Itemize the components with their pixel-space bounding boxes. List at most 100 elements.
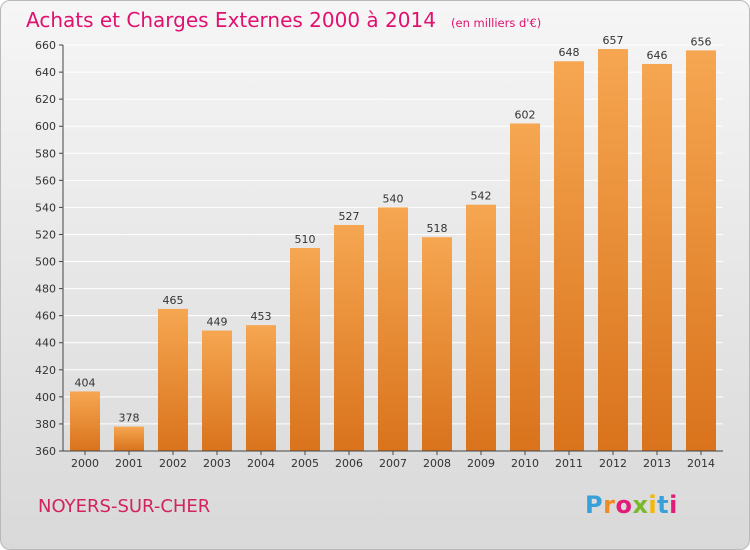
x-tick: 2004	[247, 457, 275, 470]
x-tick: 2013	[643, 457, 671, 470]
proxiti-logo: Proxiti	[585, 491, 678, 519]
y-tick: 380	[35, 418, 56, 431]
data-label-2006: 527	[339, 210, 360, 223]
bar-2004	[246, 325, 276, 451]
y-tick: 400	[35, 391, 56, 404]
data-label-2014: 656	[691, 35, 712, 48]
data-label-2004: 453	[251, 310, 272, 323]
y-tick: 500	[35, 256, 56, 269]
axes: 360 380 400 420 440 460 480 500 520 540 560 580 600 6…	[35, 39, 723, 470]
bar-2005	[290, 248, 320, 451]
y-tick-label: 420	[35, 364, 56, 377]
x-tick-label: 2002	[159, 457, 187, 470]
x-tick-label: 2005	[291, 457, 319, 470]
logo-letter: i	[648, 491, 658, 519]
x-tick-label: 2003	[203, 457, 231, 470]
y-tick-label: 560	[35, 174, 56, 187]
data-label-2003: 449	[207, 316, 228, 329]
bar-2002	[158, 308, 188, 451]
data-label-2010: 602	[515, 108, 536, 121]
y-tick-label: 440	[35, 337, 56, 350]
bar-2009	[466, 204, 496, 451]
y-tick: 360	[35, 445, 56, 458]
bar-2008	[422, 237, 452, 451]
y-tick-label: 600	[35, 120, 56, 133]
y-tick-label: 360	[35, 445, 56, 458]
x-tick-label: 2004	[247, 457, 275, 470]
x-tick-label: 2009	[467, 457, 495, 470]
bars	[70, 49, 716, 452]
bar-2011	[554, 61, 584, 452]
x-tick: 2009	[467, 457, 495, 470]
data-labels: 404 378 465 449 453 510 527 540 518 542 602 648 657 6…	[75, 34, 712, 425]
data-label-2000: 404	[75, 376, 96, 389]
y-tick: 440	[35, 337, 56, 350]
chart-title-block: Achats et Charges Externes 2000 à 2014 (…	[26, 8, 541, 32]
x-tick-label: 2006	[335, 457, 363, 470]
data-label-2008: 518	[427, 222, 448, 235]
bar-2000	[70, 391, 100, 451]
y-tick-label: 460	[35, 310, 56, 323]
y-tick-label: 620	[35, 93, 56, 106]
x-tick: 2010	[511, 457, 539, 470]
x-tick: 2012	[599, 457, 627, 470]
x-tick-label: 2007	[379, 457, 407, 470]
bar-2014	[686, 50, 716, 452]
logo-letter: r	[603, 491, 616, 519]
y-tick-label: 380	[35, 418, 56, 431]
x-tick: 2001	[115, 457, 143, 470]
x-tick: 2006	[335, 457, 363, 470]
x-tick-label: 2010	[511, 457, 539, 470]
data-label-2002: 465	[163, 294, 184, 307]
y-tick: 580	[35, 147, 56, 160]
x-tick: 2002	[159, 457, 187, 470]
x-tick: 2003	[203, 457, 231, 470]
x-tick: 2014	[687, 457, 715, 470]
data-label-2012: 657	[603, 34, 624, 47]
y-tick: 460	[35, 310, 56, 323]
y-tick-label: 500	[35, 256, 56, 269]
logo-letter: P	[585, 491, 604, 519]
data-label-2009: 542	[471, 190, 492, 203]
data-label-2001: 378	[119, 412, 140, 425]
data-label-2013: 646	[647, 49, 668, 62]
logo-letter: t	[657, 491, 670, 519]
y-tick: 480	[35, 283, 56, 296]
x-tick-label: 2001	[115, 457, 143, 470]
x-tick: 2007	[379, 457, 407, 470]
data-label-2005: 510	[295, 233, 316, 246]
data-label-2007: 540	[383, 192, 404, 205]
y-tick: 540	[35, 201, 56, 214]
logo-letter: x	[632, 491, 649, 519]
x-tick: 2005	[291, 457, 319, 470]
x-tick-label: 2011	[555, 457, 583, 470]
y-tick: 520	[35, 228, 56, 241]
y-tick-label: 660	[35, 39, 56, 52]
logo-letter: i	[669, 491, 678, 519]
x-tick-label: 2012	[599, 457, 627, 470]
y-tick: 660	[35, 39, 56, 52]
x-tick: 2000	[71, 457, 99, 470]
bar-2001	[114, 426, 144, 451]
data-label-2011: 648	[559, 46, 580, 59]
y-tick-label: 400	[35, 391, 56, 404]
y-tick: 560	[35, 174, 56, 187]
bar-2006	[334, 224, 364, 451]
y-tick-label: 480	[35, 283, 56, 296]
bar-2003	[202, 330, 232, 451]
y-tick-label: 580	[35, 147, 56, 160]
commune-name: NOYERS-SUR-CHER	[38, 496, 211, 517]
y-tick-label: 540	[35, 201, 56, 214]
chart-subtitle: (en milliers d'€)	[451, 16, 542, 30]
x-tick-label: 2008	[423, 457, 451, 470]
bar-2007	[378, 207, 408, 451]
x-tick-label: 2014	[687, 457, 715, 470]
bar-2010	[510, 123, 540, 451]
bar-2013	[642, 63, 672, 452]
chart-title: Achats et Charges Externes 2000 à 2014	[26, 8, 436, 32]
logo-letter: o	[615, 491, 633, 519]
y-tick-label: 640	[35, 66, 56, 79]
x-tick: 2011	[555, 457, 583, 470]
